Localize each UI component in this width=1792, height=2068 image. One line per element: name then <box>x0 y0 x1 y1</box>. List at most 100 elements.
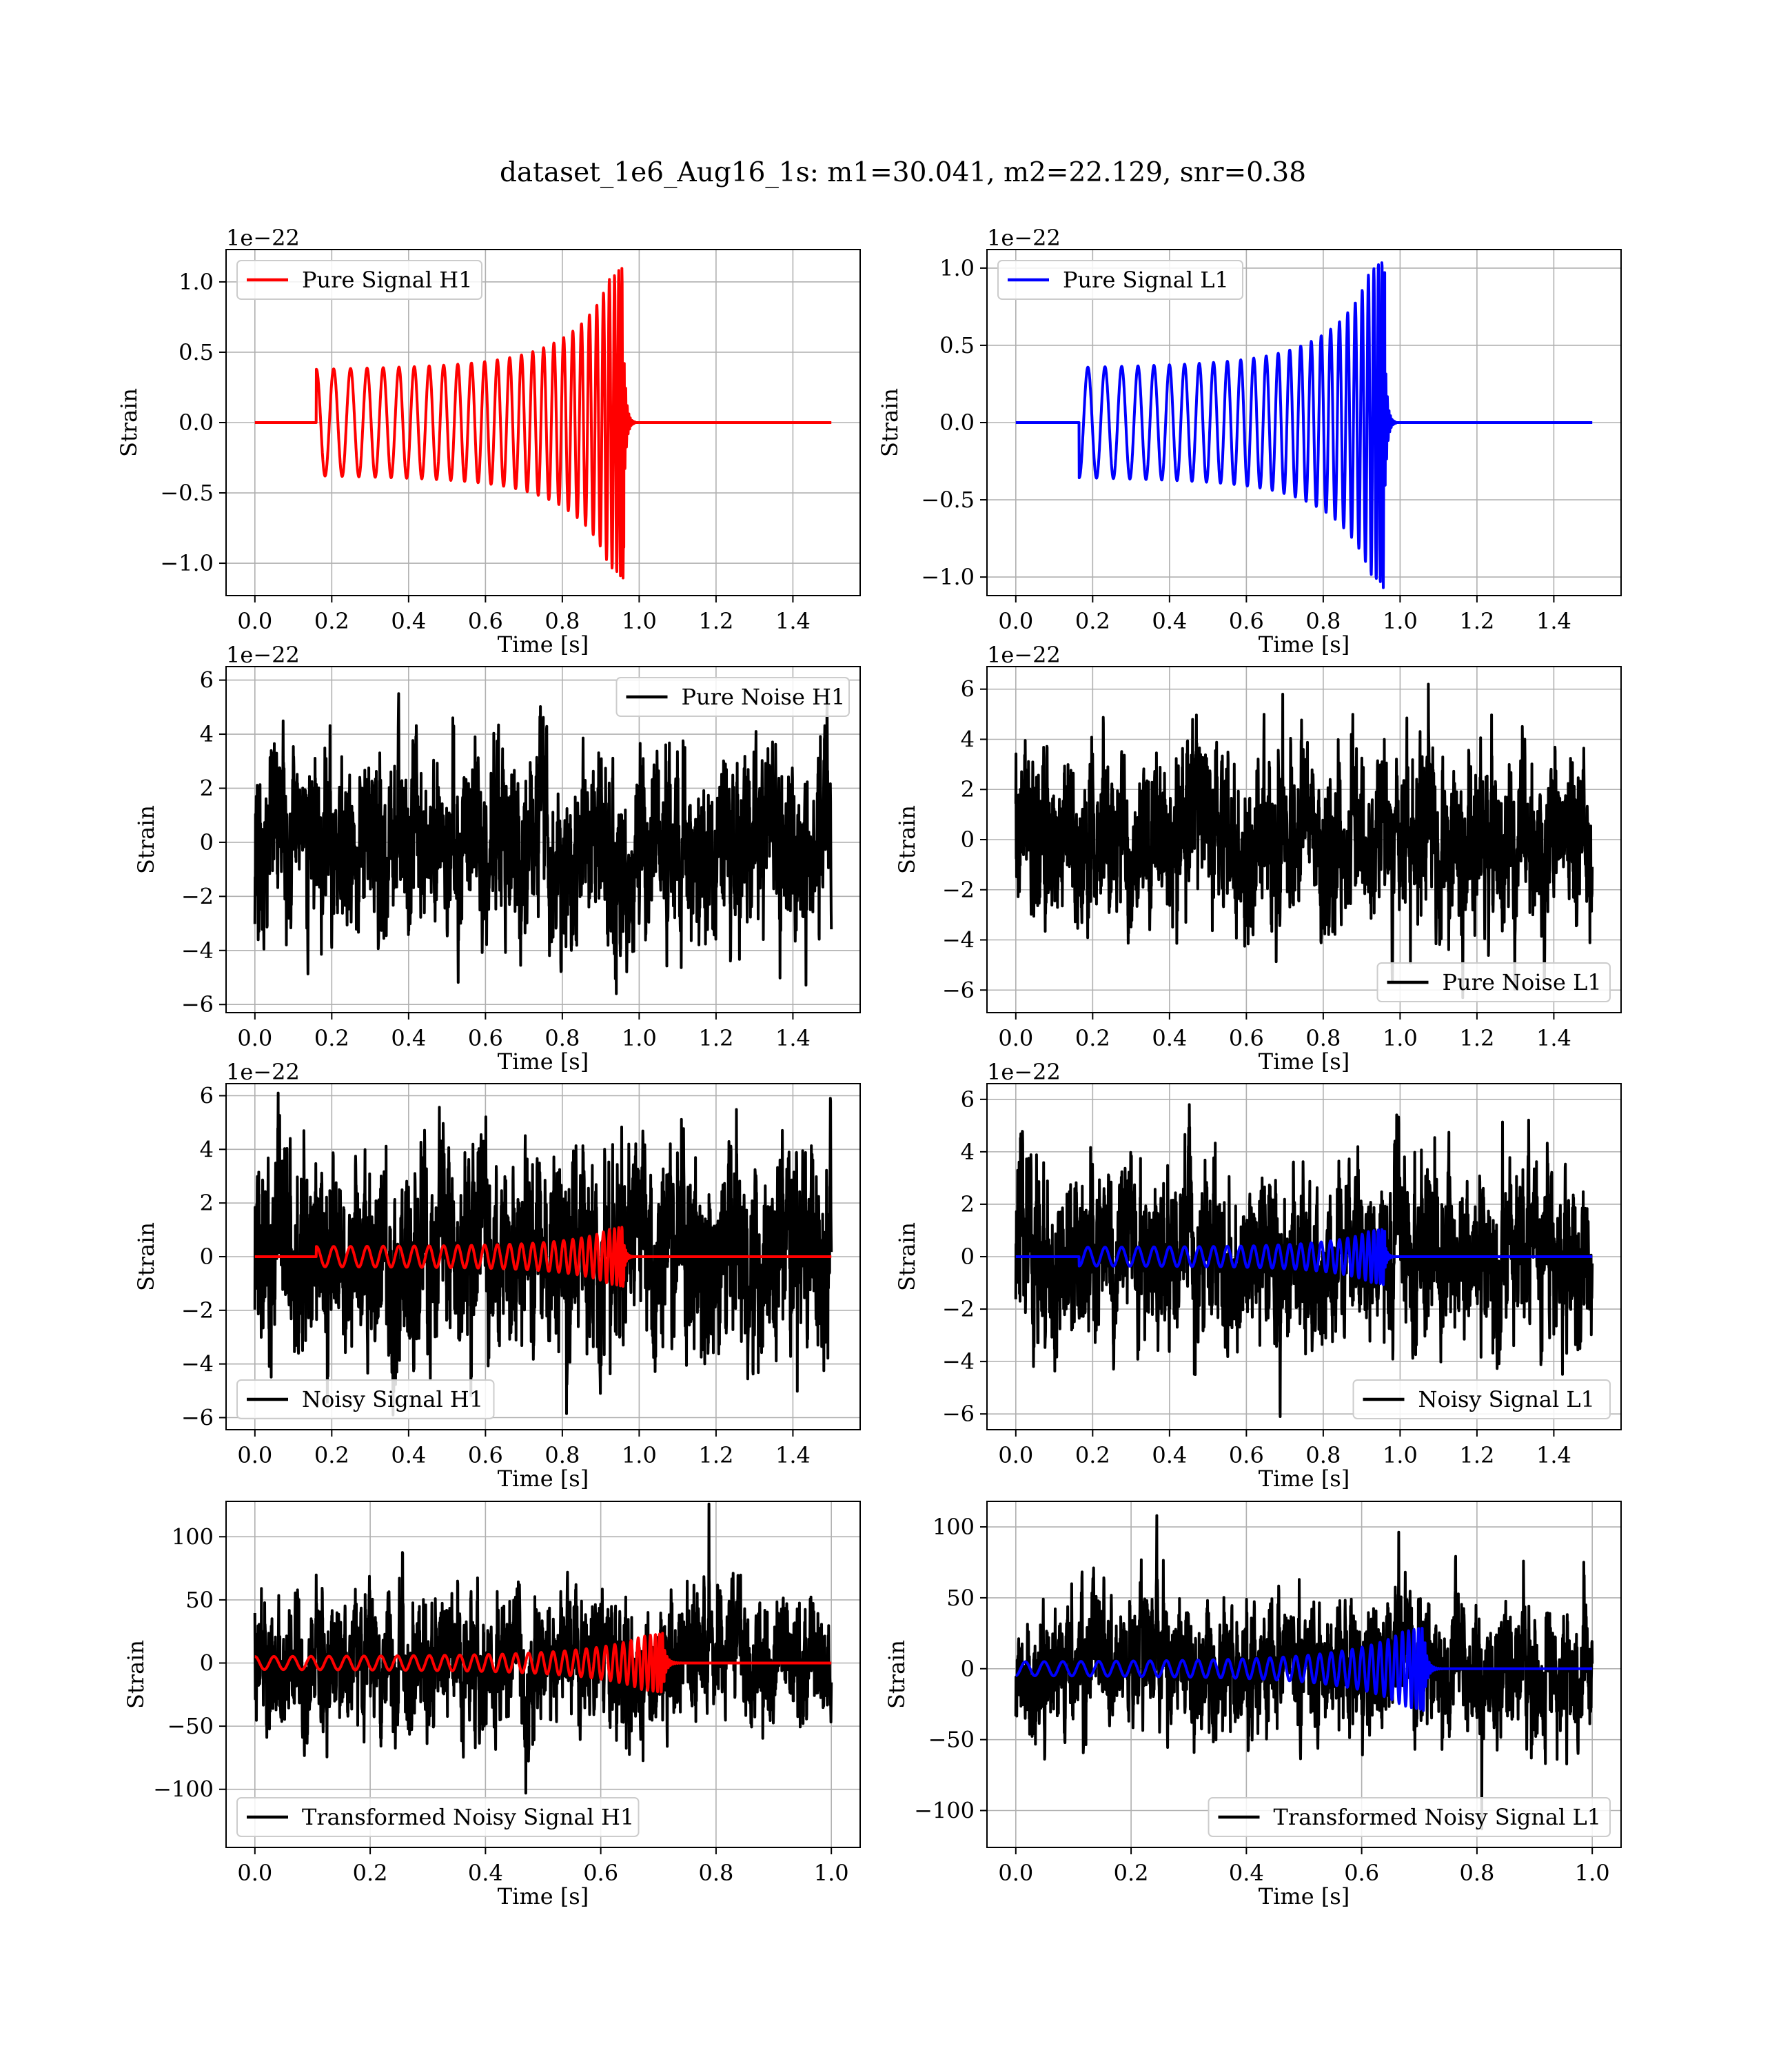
series-line-noise <box>253 692 833 995</box>
y-tick-label: 4 <box>200 1136 214 1162</box>
y-tick-label: 0 <box>961 1656 975 1682</box>
legend: Transformed Noisy Signal L1 <box>1208 1797 1611 1837</box>
series-line-signal <box>1015 261 1594 589</box>
x-tick-label: 0.6 <box>1229 1442 1264 1468</box>
legend-label: Transformed Noisy Signal H1 <box>302 1804 634 1830</box>
x-axis-label: Time [s] <box>1259 1883 1350 1909</box>
axes-frame <box>986 1501 1622 1848</box>
y-tick-label: 0.0 <box>179 409 214 436</box>
y-tick-label: 4 <box>200 721 214 747</box>
y-tick-label: 0 <box>961 827 975 853</box>
x-tick-label: 0.6 <box>583 1860 618 1886</box>
x-tick-label: 0.4 <box>468 1860 503 1886</box>
x-tick-label: 1.0 <box>622 1442 657 1468</box>
x-tick-label: 1.0 <box>1383 608 1418 634</box>
legend-box <box>1208 1797 1611 1837</box>
y-axis-label: Strain <box>123 1640 149 1709</box>
axes-frame <box>225 1501 861 1848</box>
x-tick-label: 1.4 <box>1536 608 1571 634</box>
subplot-1: 0.0 0.2 0.4 0.6 0.8 1.0 1.2 1.4 −1.0 −0.5 0.0 0.5 1.… <box>116 225 861 658</box>
x-tick-label: 0.4 <box>1152 1442 1187 1468</box>
x-tick-label: 0.2 <box>1114 1860 1149 1886</box>
legend-box <box>1376 962 1611 1002</box>
y-tick-label: 2 <box>961 776 975 802</box>
subplot-8: 0.0 0.2 0.4 0.6 0.8 1.0 −100 −50 0 50 100 Time [s] S… <box>884 1501 1622 1909</box>
series-line-signal <box>1015 1627 1594 1712</box>
series-line-noise <box>1014 1103 1594 1418</box>
legend-box <box>997 260 1243 300</box>
figure-title: dataset_1e6_Aug16_1s: m1=30.041, m2=22.1… <box>499 157 1307 188</box>
legend-label: Pure Signal H1 <box>302 267 473 293</box>
x-tick-label: 0.8 <box>544 1025 580 1051</box>
y-tick-label: 0 <box>200 829 214 855</box>
x-tick-label: 1.2 <box>1459 1025 1494 1051</box>
x-tick-label: 1.2 <box>1459 608 1494 634</box>
y-axis-label: Strain <box>877 388 903 457</box>
y-tick-label: −1.0 <box>921 564 975 590</box>
x-tick-label: 0.4 <box>391 1025 426 1051</box>
x-tick-label: 0.8 <box>544 608 580 634</box>
legend: Pure Signal L1 <box>997 260 1243 300</box>
y-axis-label: Strain <box>894 805 920 874</box>
x-tick-label: 1.0 <box>1383 1025 1418 1051</box>
y-tick-label: −4 <box>942 1348 975 1375</box>
y-tick-label: 50 <box>946 1585 975 1611</box>
legend-box <box>615 677 850 717</box>
y-tick-label: 100 <box>172 1523 214 1550</box>
legend: Noisy Signal L1 <box>1352 1379 1611 1419</box>
x-tick-label: 1.2 <box>698 1442 733 1468</box>
y-offset-text: 1e−22 <box>226 642 300 668</box>
legend-label: Transformed Noisy Signal L1 <box>1274 1804 1602 1830</box>
y-tick-label: −2 <box>942 877 975 903</box>
x-tick-label: 0.2 <box>314 1442 349 1468</box>
x-tick-label: 0.6 <box>1229 1025 1264 1051</box>
x-tick-label: 0.6 <box>1344 1860 1379 1886</box>
y-tick-label: −0.5 <box>921 487 975 513</box>
legend-label: Noisy Signal L1 <box>1418 1386 1596 1412</box>
subplot-6: 0.0 0.2 0.4 0.6 0.8 1.0 1.2 1.4 −6 −4 −2 0 2 4 6 Time [… <box>894 1059 1622 1492</box>
y-axis-label: Strain <box>133 1222 159 1291</box>
x-tick-label: 0.2 <box>1075 1442 1110 1468</box>
legend-label: Pure Signal L1 <box>1063 267 1229 293</box>
y-tick-label: 4 <box>961 1139 975 1165</box>
x-tick-label: 0.8 <box>544 1442 580 1468</box>
y-tick-label: 2 <box>200 775 214 801</box>
y-tick-label: −6 <box>942 977 975 1003</box>
y-tick-label: 1.0 <box>939 255 975 281</box>
y-offset-text: 1e−22 <box>987 1059 1061 1085</box>
y-tick-label: −6 <box>942 1401 975 1427</box>
subplot-5: 0.0 0.2 0.4 0.6 0.8 1.0 1.2 1.4 −6 −4 −2 0 2 4 6 Time [… <box>133 1059 861 1492</box>
y-axis-label: Strain <box>894 1222 920 1291</box>
y-tick-label: 6 <box>961 676 975 702</box>
y-tick-label: −6 <box>181 1404 214 1430</box>
x-tick-label: 1.4 <box>1536 1442 1571 1468</box>
x-tick-label: 0.4 <box>1152 1025 1187 1051</box>
y-tick-label: 2 <box>200 1190 214 1216</box>
x-tick-label: 0.6 <box>468 1025 503 1051</box>
y-axis-label: Strain <box>884 1640 910 1709</box>
legend: Noisy Signal H1 <box>236 1379 495 1419</box>
series-line-signal <box>254 1226 833 1288</box>
x-tick-label: 0.6 <box>468 1442 503 1468</box>
x-tick-label: 1.2 <box>1459 1442 1494 1468</box>
series-line-noise <box>253 1091 833 1417</box>
x-tick-label: 0.4 <box>1152 608 1187 634</box>
y-tick-label: −4 <box>942 927 975 953</box>
x-tick-label: 0.6 <box>468 608 503 634</box>
series-line-signal <box>1015 1228 1594 1286</box>
x-tick-label: 0.2 <box>1075 608 1110 634</box>
legend-box <box>236 1379 495 1419</box>
x-tick-label: 0.8 <box>1459 1860 1494 1886</box>
x-tick-label: 1.4 <box>1536 1025 1571 1051</box>
y-tick-label: 0 <box>961 1244 975 1270</box>
x-tick-label: 1.0 <box>1575 1860 1610 1886</box>
y-tick-label: 1.0 <box>179 269 214 295</box>
y-tick-label: −2 <box>181 883 214 909</box>
x-tick-label: 1.0 <box>814 1860 849 1886</box>
x-tick-label: 0.8 <box>1305 1442 1341 1468</box>
subplot-4: 0.0 0.2 0.4 0.6 0.8 1.0 1.2 1.4 −6 −4 −2 0 2 4 6 Time [… <box>894 642 1622 1075</box>
x-tick-label: 0.4 <box>1229 1860 1264 1886</box>
legend-box <box>236 1797 640 1837</box>
x-tick-label: 1.4 <box>775 608 811 634</box>
y-tick-label: −6 <box>181 991 214 1017</box>
